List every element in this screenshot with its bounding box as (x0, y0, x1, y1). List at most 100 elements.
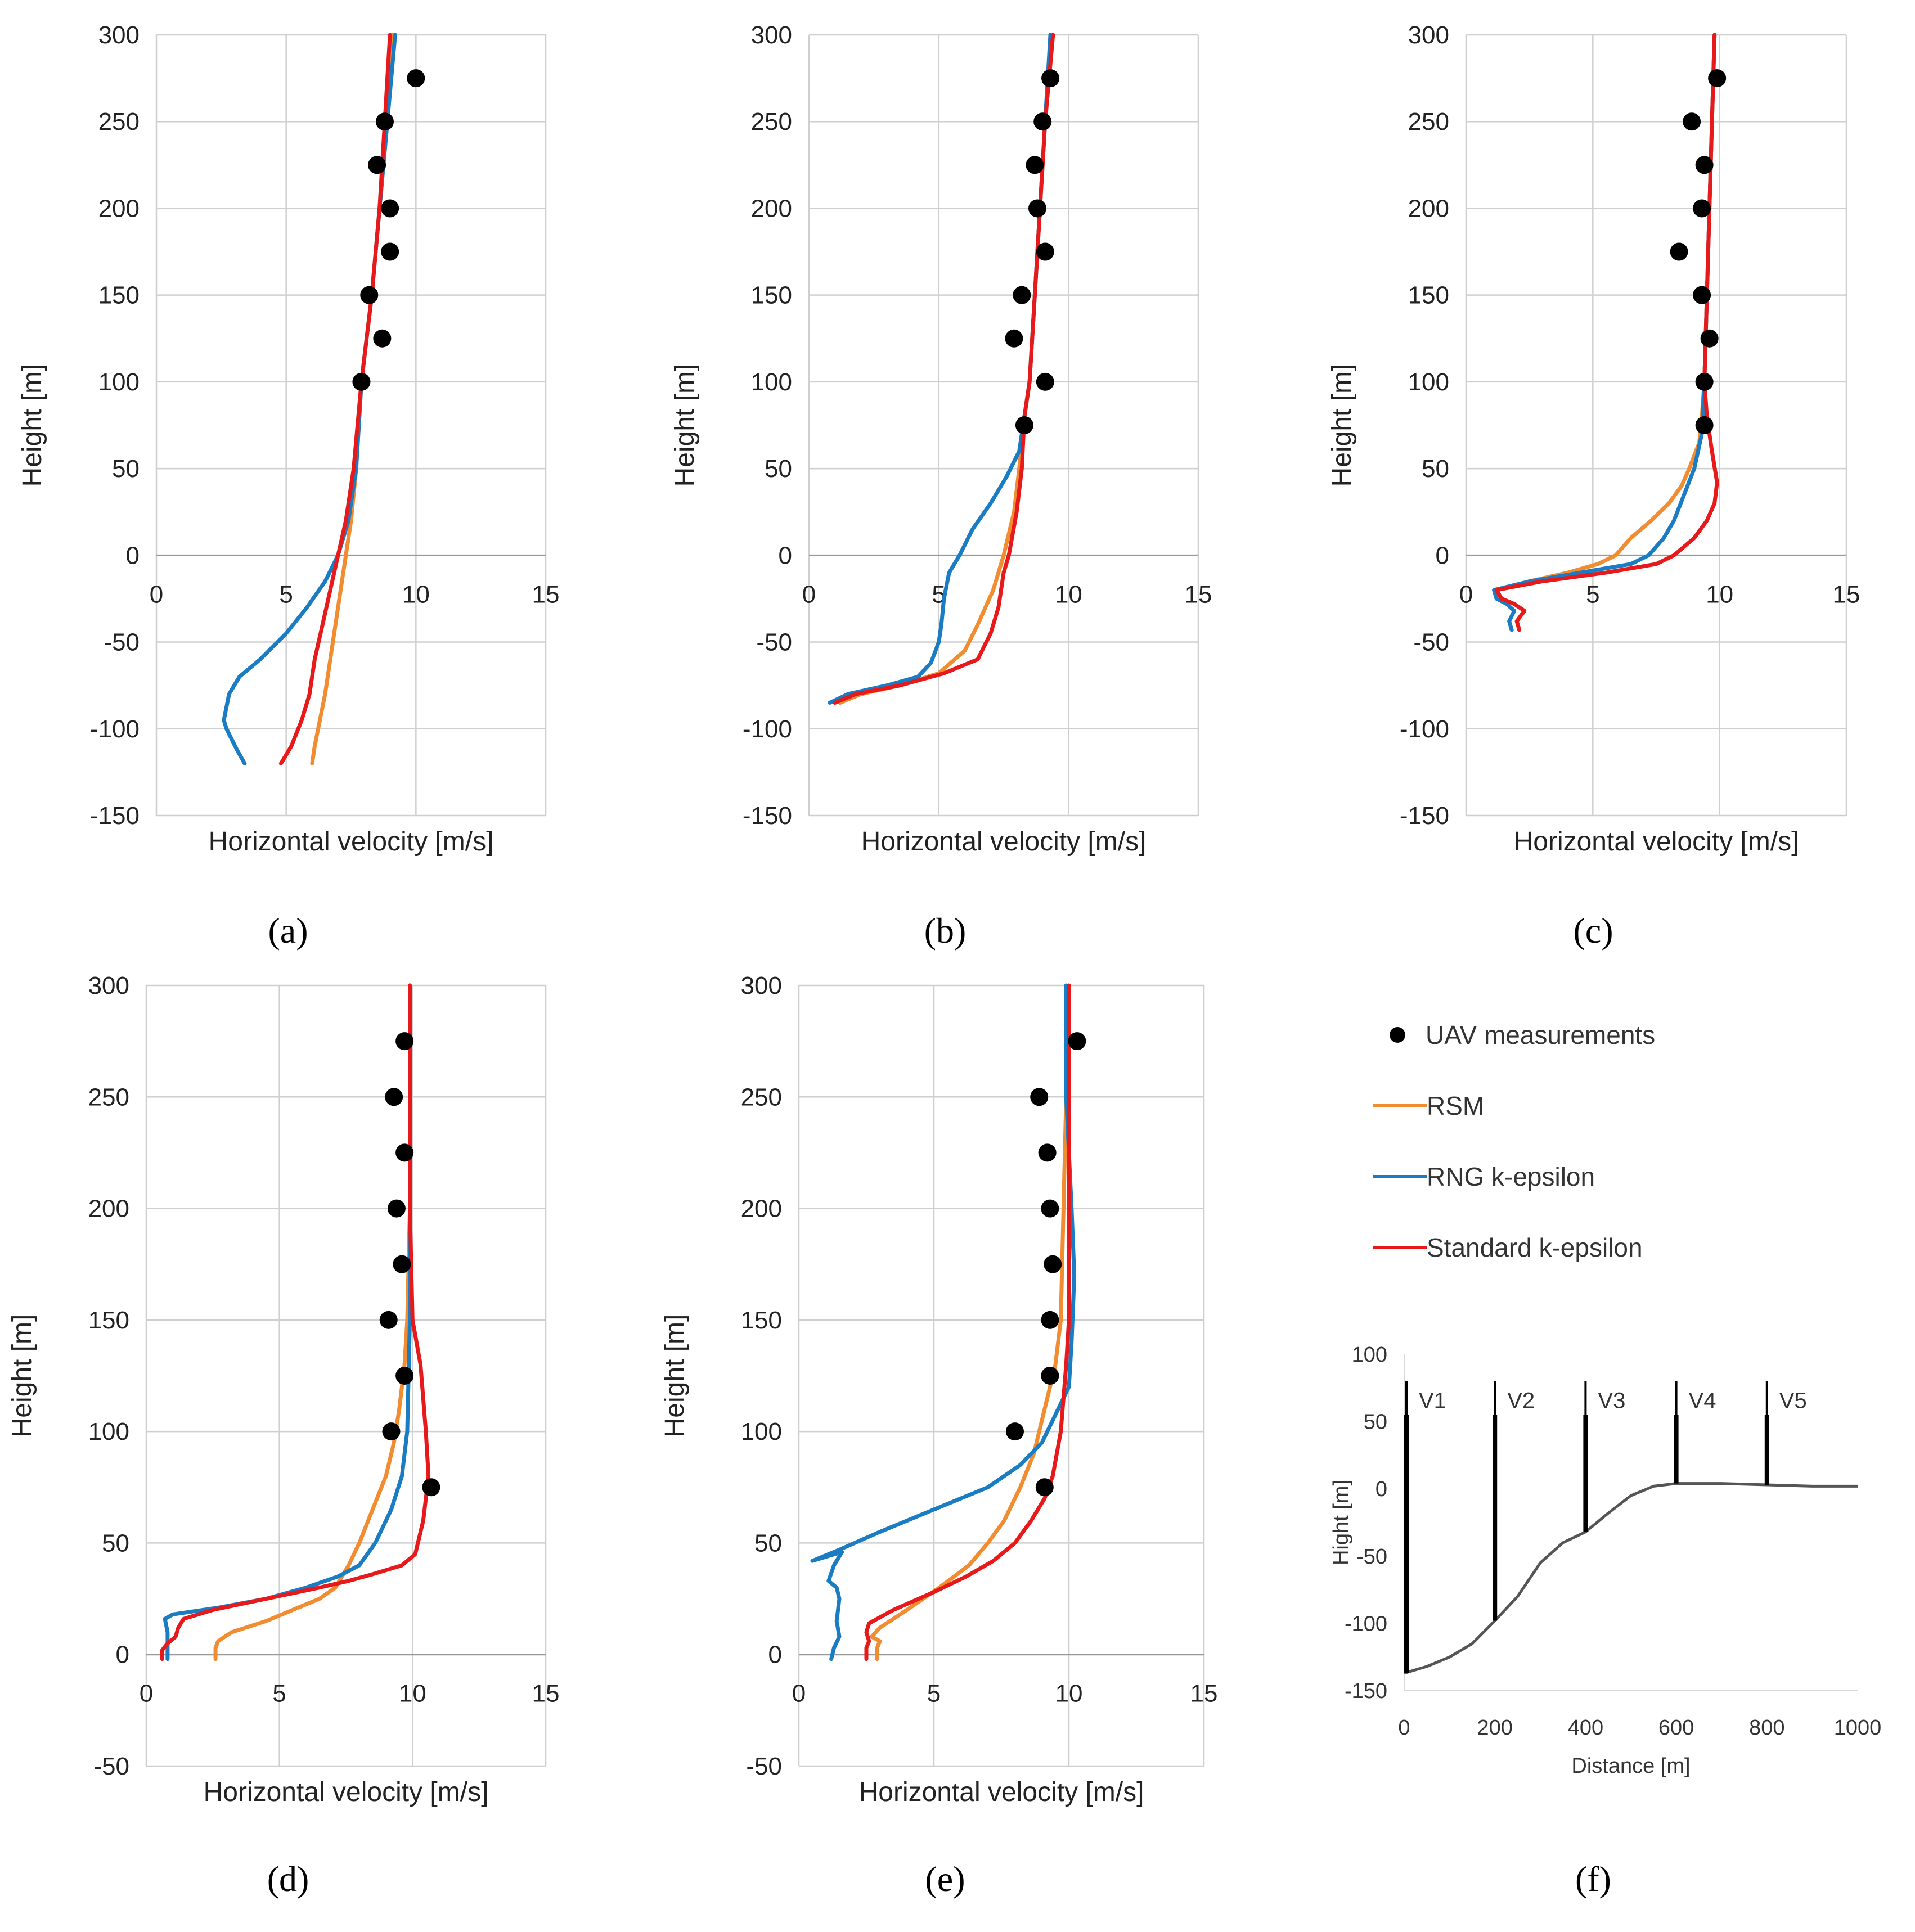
y-tick-label: 50 (112, 455, 140, 483)
y-tick-label: 300 (1408, 21, 1449, 49)
x-tick-label: 200 (1477, 1716, 1512, 1740)
uav-point (385, 1088, 403, 1106)
uav-point (1695, 416, 1714, 434)
series-line-standard (864, 983, 1071, 1661)
y-axis-label: Height [m] (1327, 364, 1357, 487)
uav-point (395, 1143, 414, 1162)
x-tick-label: 5 (279, 580, 293, 608)
uav-point (1695, 156, 1714, 174)
x-tick-label: 15 (1190, 1680, 1218, 1708)
uav-point (1015, 416, 1033, 434)
y-tick-label: 50 (1422, 455, 1449, 483)
uav-point (1683, 112, 1701, 131)
y-tick-label: 250 (741, 1083, 782, 1111)
y-tick-label: 200 (98, 195, 140, 222)
y-tick-label: 250 (98, 108, 140, 136)
panel-label: (d) (267, 1859, 309, 1899)
panel-label: (a) (268, 911, 308, 951)
y-tick-label: 100 (1352, 1343, 1387, 1367)
vertical-profile-label: V4 (1689, 1389, 1716, 1413)
uav-point (387, 1199, 406, 1218)
uav-point (1695, 372, 1714, 391)
chart-panel-3: (c) -150 -100 -50 0 50 100 150 200 250 300 0 5 10 15 Ho… (1327, 21, 1860, 951)
y-tick-label: -100 (1345, 1612, 1387, 1636)
uav-point (1044, 1255, 1062, 1273)
uav-point (1036, 372, 1054, 391)
y-tick-label: -50 (93, 1753, 129, 1780)
y-tick-label: -100 (743, 715, 792, 743)
y-tick-label: 200 (741, 1195, 782, 1223)
y-tick-label: 100 (741, 1418, 782, 1445)
y-tick-label: 200 (1408, 195, 1449, 222)
uav-point (375, 112, 394, 131)
x-tick-label: 0 (1398, 1716, 1410, 1740)
y-axis-label: Height [m] (17, 364, 47, 487)
x-tick-label: 0 (150, 580, 163, 608)
y-tick-label: -100 (90, 715, 140, 743)
x-tick-label: 15 (1185, 580, 1212, 608)
uav-point (352, 372, 371, 391)
uav-point (373, 329, 392, 348)
x-tick-label: 0 (1459, 580, 1473, 608)
y-tick-label: 0 (126, 542, 140, 569)
y-tick-label: 250 (751, 108, 792, 136)
x-tick-label: 600 (1658, 1716, 1694, 1740)
y-tick-label: 0 (1436, 542, 1449, 569)
y-tick-label: 0 (116, 1641, 129, 1669)
uav-point (1041, 69, 1060, 88)
uav-point (360, 286, 379, 304)
chart-panel-4: (d) -50 0 50 100 150 200 250 300 0 5 10 15 Horizontal… (7, 972, 559, 1899)
x-tick-label: 15 (532, 580, 560, 608)
y-tick-label: 100 (1408, 368, 1449, 396)
legend-uav-marker (1390, 1027, 1405, 1043)
series-line-rng (810, 983, 1077, 1661)
x-tick-label: 10 (399, 1680, 426, 1708)
x-tick-label: 1000 (1834, 1716, 1882, 1740)
x-tick-label: 10 (1055, 580, 1082, 608)
x-tick-label: 10 (1055, 1680, 1083, 1708)
x-tick-label: 0 (792, 1680, 806, 1708)
uav-point (407, 69, 425, 88)
uav-point (1670, 242, 1688, 261)
uav-point (1038, 1143, 1057, 1162)
y-tick-label: 0 (768, 1641, 782, 1669)
y-tick-label: -50 (104, 629, 140, 656)
y-tick-label: 200 (88, 1195, 129, 1223)
y-tick-label: 250 (88, 1083, 129, 1111)
legend-rsm-label: RSM (1427, 1091, 1484, 1120)
y-axis-label: Height [m] (660, 1314, 690, 1438)
x-tick-label: 800 (1749, 1716, 1784, 1740)
y-tick-label: 300 (88, 972, 129, 999)
uav-point (1028, 199, 1046, 218)
x-tick-label: 400 (1568, 1716, 1603, 1740)
x-tick-label: 15 (532, 1680, 560, 1708)
x-axis-label: Horizontal velocity [m/s] (859, 1777, 1144, 1807)
uav-point (1033, 112, 1052, 131)
uav-point (393, 1255, 411, 1273)
series-line-standard (833, 33, 1055, 705)
y-tick-label: 150 (751, 282, 792, 309)
uav-point (382, 1422, 401, 1441)
uav-point (1041, 1367, 1059, 1385)
y-tick-label: 300 (741, 972, 782, 999)
vertical-profile-label: V1 (1419, 1389, 1446, 1413)
x-axis-label: Horizontal velocity [m/s] (209, 827, 494, 857)
x-tick-label: 0 (802, 580, 816, 608)
chart-panel-5: (e) -50 0 50 100 150 200 250 300 0 5 10 15 Horizontal… (660, 972, 1217, 1899)
y-tick-label: -150 (743, 802, 792, 830)
y-tick-label: -50 (746, 1753, 782, 1780)
vertical-profile-label: V5 (1779, 1389, 1807, 1413)
panel-label: (e) (925, 1859, 965, 1899)
x-tick-label: 0 (140, 1680, 153, 1708)
x-tick-label: 10 (402, 580, 430, 608)
x-tick-label: 15 (1833, 580, 1860, 608)
uav-point (1036, 242, 1054, 261)
uav-point (1006, 1422, 1024, 1441)
y-tick-label: 100 (751, 368, 792, 396)
x-axis-label: Horizontal velocity [m/s] (1514, 827, 1799, 857)
y-tick-label: 200 (751, 195, 792, 222)
y-tick-label: 250 (1408, 108, 1449, 136)
series-line-rng (163, 983, 412, 1661)
x-axis-label: Horizontal velocity [m/s] (861, 827, 1147, 857)
